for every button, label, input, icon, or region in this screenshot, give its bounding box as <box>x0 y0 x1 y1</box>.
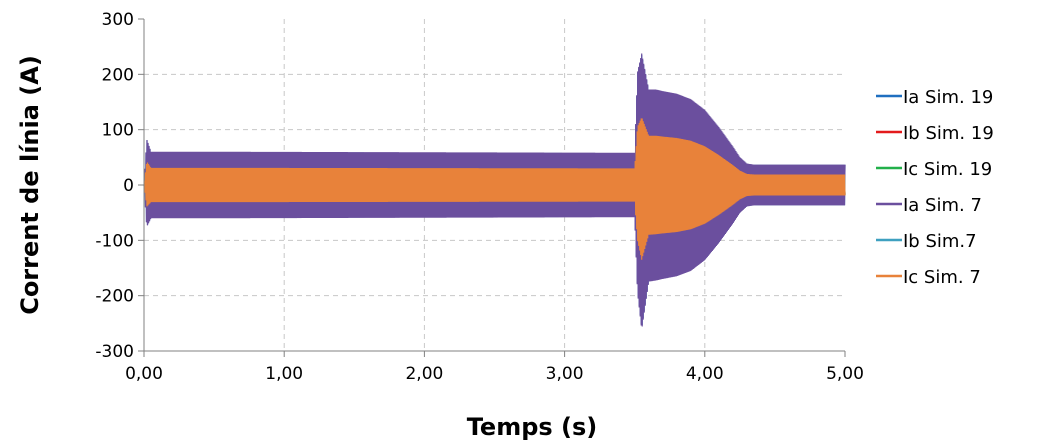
x-tick-label: 4,00 <box>686 364 724 384</box>
y-tick-label: -300 <box>95 342 134 362</box>
y-tick-label: -100 <box>95 231 134 251</box>
x-tick-label: 2,00 <box>405 364 443 384</box>
plot-area <box>143 53 846 327</box>
y-tick-label: 200 <box>102 65 134 85</box>
x-tick-label: 1,00 <box>265 364 303 384</box>
legend-label: Ic Sim. 7 <box>903 267 981 288</box>
y-tick-label: 300 <box>102 10 134 30</box>
legend-label: Ib Sim. 19 <box>903 123 994 144</box>
y-tick-label: -200 <box>95 287 134 307</box>
y-tick-label: 0 <box>123 176 134 196</box>
axes <box>138 18 846 357</box>
y-axis-title: Corrent de línia (A) <box>16 55 44 315</box>
legend-label: Ia Sim. 7 <box>903 195 982 216</box>
legend-label: Ib Sim.7 <box>903 231 977 252</box>
y-tick-label: 100 <box>102 121 134 141</box>
legend-label: Ic Sim. 19 <box>903 159 992 180</box>
x-axis-title: Temps (s) <box>467 413 598 441</box>
x-tick-label: 3,00 <box>546 364 584 384</box>
x-tick-label: 5,00 <box>826 364 864 384</box>
legend-label: Ia Sim. 19 <box>903 87 993 108</box>
x-tick-label: 0,00 <box>125 364 163 384</box>
legend: Ia Sim. 19 Ib Sim. 19 Ic Sim. 19 Ia Sim. 7 I… <box>876 87 994 288</box>
series-line <box>143 118 846 260</box>
